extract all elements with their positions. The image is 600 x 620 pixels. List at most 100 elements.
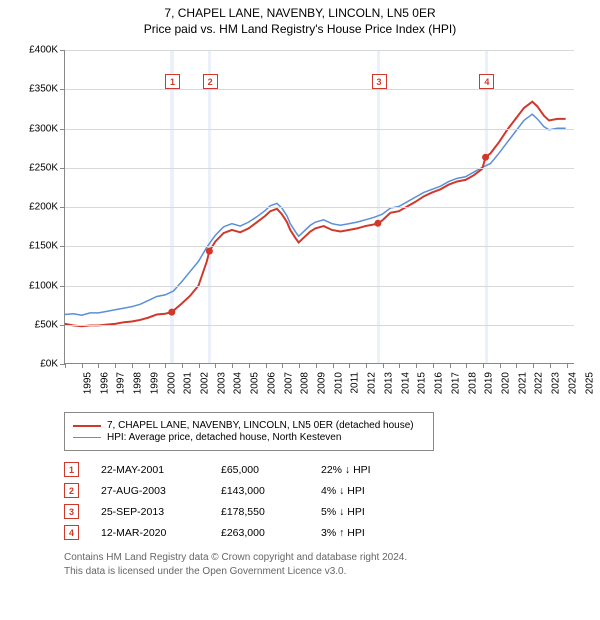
x-tick (450, 363, 451, 368)
x-tick (98, 363, 99, 368)
x-axis-label: 2017 (450, 372, 461, 394)
x-tick (82, 363, 83, 368)
x-axis-label: 2019 (484, 372, 495, 394)
y-axis-label: £350K (18, 84, 58, 95)
x-tick (366, 363, 367, 368)
x-axis-label: 2015 (417, 372, 428, 394)
transaction-price: £263,000 (221, 527, 321, 539)
transaction-pct: 5% ↓ HPI (321, 506, 421, 518)
x-tick (282, 363, 283, 368)
x-axis-label: 2025 (584, 372, 595, 394)
x-axis-label: 2018 (467, 372, 478, 394)
legend-swatch (73, 437, 101, 438)
x-tick (567, 363, 568, 368)
y-axis-label: £300K (18, 123, 58, 134)
transaction-pct: 22% ↓ HPI (321, 464, 421, 476)
gridline (65, 246, 574, 247)
y-axis-label: £50K (18, 319, 58, 330)
gridline (65, 89, 574, 90)
transaction-dot (206, 248, 213, 255)
x-tick (165, 363, 166, 368)
transaction-pct: 4% ↓ HPI (321, 485, 421, 497)
x-axis-label: 2014 (400, 372, 411, 394)
gridline (65, 286, 574, 287)
x-axis-label: 1998 (132, 372, 143, 394)
y-axis-label: £100K (18, 280, 58, 291)
transaction-row: 227-AUG-2003£143,0004% ↓ HPI (64, 480, 590, 501)
transaction-dot (482, 154, 489, 161)
legend-label: 7, CHAPEL LANE, NAVENBY, LINCOLN, LN5 0E… (107, 420, 414, 431)
x-tick (266, 363, 267, 368)
x-axis-label: 2008 (300, 372, 311, 394)
x-axis-label: 2024 (567, 372, 578, 394)
y-axis-label: £0K (18, 359, 58, 370)
x-tick (249, 363, 250, 368)
legend: 7, CHAPEL LANE, NAVENBY, LINCOLN, LN5 0E… (64, 412, 434, 451)
y-axis-label: £250K (18, 162, 58, 173)
x-tick (65, 363, 66, 368)
transaction-table: 1 22-MAY-2001£65,00022% ↓ HPI 2 27-AUG-2003… (64, 459, 590, 543)
x-tick (533, 363, 534, 368)
marker-2: 2 (203, 74, 218, 89)
x-tick (316, 363, 317, 368)
y-tick (60, 129, 65, 130)
transaction-date: 25-SEP-2013 (101, 506, 221, 518)
x-axis-label: 1997 (116, 372, 127, 394)
x-tick (383, 363, 384, 368)
x-tick (516, 363, 517, 368)
x-axis-label: 2004 (233, 372, 244, 394)
y-tick (60, 286, 65, 287)
x-axis-label: 2009 (316, 372, 327, 394)
x-axis-label: 2005 (249, 372, 260, 394)
transaction-date: 27-AUG-2003 (101, 485, 221, 497)
x-axis-label: 2001 (183, 372, 194, 394)
x-tick (299, 363, 300, 368)
x-axis-label: 2012 (367, 372, 378, 394)
x-tick (232, 363, 233, 368)
x-axis-label: 2002 (199, 372, 210, 394)
gridline (65, 168, 574, 169)
x-axis-label: 2021 (517, 372, 528, 394)
x-axis-label: 2006 (266, 372, 277, 394)
transaction-pct: 3% ↑ HPI (321, 527, 421, 539)
x-tick (132, 363, 133, 368)
y-tick (60, 207, 65, 208)
transaction-row: 325-SEP-2013£178,5505% ↓ HPI (64, 501, 590, 522)
transaction-price: £65,000 (221, 464, 321, 476)
gridline (65, 207, 574, 208)
x-axis-label: 2010 (333, 372, 344, 394)
transaction-marker: 4 (64, 525, 79, 540)
gridline (65, 325, 574, 326)
marker-3: 3 (372, 74, 387, 89)
transaction-date: 22-MAY-2001 (101, 464, 221, 476)
marker-4: 4 (479, 74, 494, 89)
transaction-marker: 1 (64, 462, 79, 477)
transaction-price: £178,550 (221, 506, 321, 518)
x-tick (399, 363, 400, 368)
x-tick (149, 363, 150, 368)
y-tick (60, 325, 65, 326)
attribution-line: This data is licensed under the Open Gov… (64, 565, 590, 579)
x-tick (433, 363, 434, 368)
legend-swatch (73, 425, 101, 427)
x-tick (483, 363, 484, 368)
chart-area: 1234 £0K£50K£100K£150K£200K£250K£300K£35… (18, 44, 578, 404)
chart-container: 7, CHAPEL LANE, NAVENBY, LINCOLN, LN5 0E… (0, 0, 600, 589)
x-axis-label: 1996 (99, 372, 110, 394)
x-axis-label: 2011 (349, 372, 360, 394)
gridline (65, 50, 574, 51)
x-tick (349, 363, 350, 368)
y-axis-label: £200K (18, 202, 58, 213)
transaction-marker: 2 (64, 483, 79, 498)
transaction-dot (168, 309, 175, 316)
legend-item: 7, CHAPEL LANE, NAVENBY, LINCOLN, LN5 0E… (73, 420, 425, 431)
attribution-line: Contains HM Land Registry data © Crown c… (64, 551, 590, 565)
title-block: 7, CHAPEL LANE, NAVENBY, LINCOLN, LN5 0E… (10, 6, 590, 36)
attribution: Contains HM Land Registry data © Crown c… (64, 551, 590, 579)
transaction-dot (374, 220, 381, 227)
y-tick (60, 50, 65, 51)
x-axis-label: 1995 (82, 372, 93, 394)
x-axis-label: 1999 (149, 372, 160, 394)
x-tick (333, 363, 334, 368)
y-axis-label: £150K (18, 241, 58, 252)
